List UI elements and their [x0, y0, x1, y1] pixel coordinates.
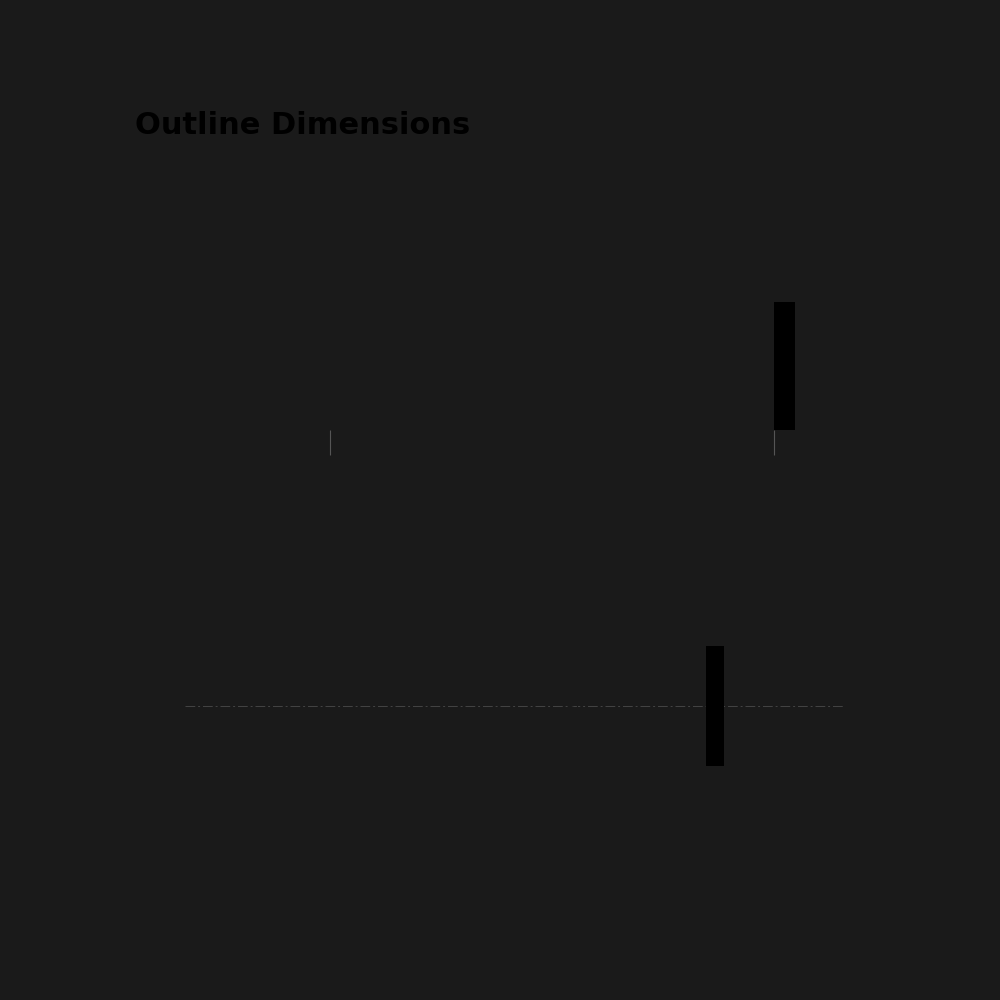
- Text: L: L: [501, 465, 520, 494]
- Bar: [256, 312, 297, 420]
- Bar: [311, 674, 346, 739]
- Text: 63: 63: [591, 353, 614, 371]
- Text: 35: 35: [871, 696, 889, 717]
- Bar: [774, 302, 795, 430]
- Bar: [363, 302, 786, 430]
- Bar: [706, 646, 724, 766]
- Bar: [405, 278, 431, 302]
- Text: 35: 35: [132, 696, 150, 717]
- Text: φ30: φ30: [865, 340, 897, 358]
- Text: Outline Dimensions: Outline Dimensions: [135, 111, 470, 140]
- Bar: [662, 278, 688, 302]
- Text: φ73: φ73: [563, 693, 577, 720]
- Bar: [706, 646, 724, 766]
- Bar: [330, 322, 363, 410]
- Bar: [774, 302, 795, 430]
- Text: M18*1.5: M18*1.5: [527, 578, 597, 596]
- Text: L₁: L₁: [522, 519, 540, 537]
- Text: φ30: φ30: [131, 340, 163, 358]
- Bar: [392, 646, 716, 766]
- Text: L₂: L₂: [543, 439, 560, 457]
